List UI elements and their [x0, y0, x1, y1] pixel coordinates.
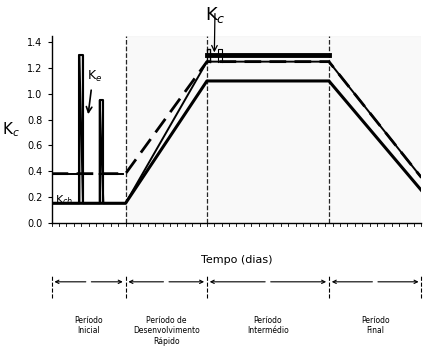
- Text: Período
Intermédio: Período Intermédio: [247, 316, 289, 335]
- Text: K$_e$: K$_e$: [87, 69, 102, 84]
- Y-axis label: K$_c$: K$_c$: [2, 120, 19, 139]
- Text: Período
Final: Período Final: [361, 316, 390, 335]
- Text: K$_{cb}$: K$_{cb}$: [55, 193, 74, 207]
- Text: Período de
Desenvolvimento
Rápido: Período de Desenvolvimento Rápido: [133, 316, 200, 346]
- Text: Período
Inicial: Período Inicial: [74, 316, 103, 335]
- Text: Tempo (dias): Tempo (dias): [201, 255, 272, 265]
- Bar: [126, 36, 421, 223]
- Text: K$_c$: K$_c$: [205, 5, 225, 25]
